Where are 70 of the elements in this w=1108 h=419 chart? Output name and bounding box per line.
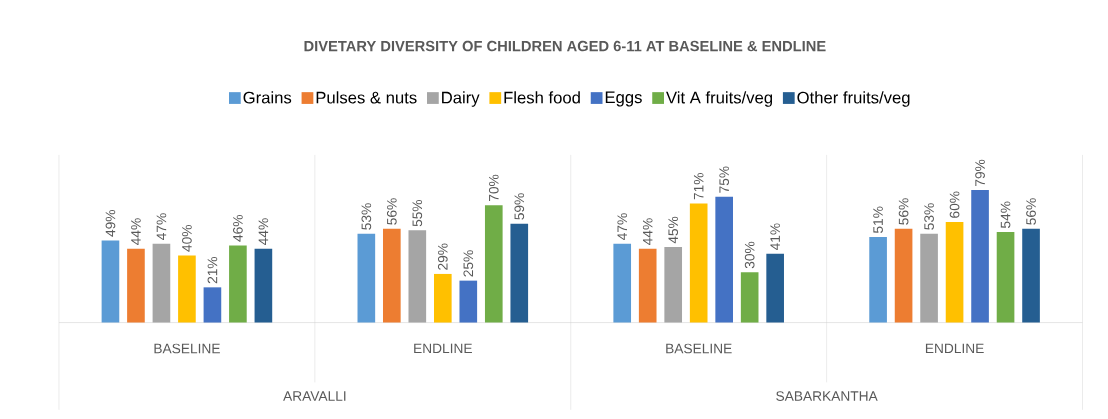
bar (740, 272, 759, 323)
legend-label: Dairy (442, 91, 480, 107)
bar (510, 223, 529, 323)
data-label: 44% (642, 218, 653, 246)
x-tick-label: ENDLINE (925, 343, 984, 354)
bar (101, 240, 120, 323)
bar (484, 205, 503, 323)
data-label: 46% (233, 215, 243, 242)
data-label: 21% (207, 257, 218, 284)
data-label: 41% (770, 223, 780, 251)
legend-label: Other fruits/veg (797, 91, 910, 107)
data-label: 53% (924, 203, 934, 230)
chart-title: DIVETARY DIVERSITY OF CHILDREN AGED 6-11 AT BASELINE & ENDLINE (304, 41, 826, 52)
data-label: 54% (1000, 201, 1011, 229)
bar (433, 274, 452, 323)
bar (1022, 228, 1040, 323)
data-label: 55% (412, 200, 423, 227)
data-label: 51% (873, 206, 883, 234)
data-label: 29% (437, 243, 448, 270)
data-label: 71% (693, 173, 704, 200)
bar (689, 203, 708, 323)
data-label: 30% (744, 242, 755, 269)
legend-label: Grains (243, 91, 292, 104)
bar (638, 248, 657, 323)
data-label: 40% (182, 225, 192, 252)
legend-label: Flesh food (504, 91, 580, 104)
bar (383, 228, 401, 323)
bar (203, 287, 222, 323)
bar (254, 248, 273, 323)
bar (971, 190, 989, 323)
data-label: 56% (386, 198, 397, 225)
bar (715, 197, 733, 323)
bar (178, 255, 196, 323)
data-label: 56% (898, 198, 909, 225)
data-label: 79% (975, 159, 985, 187)
data-label: 60% (949, 191, 960, 218)
data-label: 47% (156, 213, 167, 241)
bar (229, 245, 247, 323)
bar (408, 230, 427, 323)
data-label: 44% (131, 218, 141, 246)
x-tick-label: BASELINE (154, 343, 220, 354)
data-label: 53% (361, 203, 372, 230)
data-label: 47% (617, 213, 628, 241)
data-label: 49% (105, 210, 116, 237)
bar (920, 233, 938, 323)
bar (152, 243, 171, 323)
bar (664, 247, 683, 323)
data-label: 45% (668, 216, 679, 244)
legend-label: Eggs (605, 91, 642, 107)
data-label: 70% (488, 174, 499, 202)
bar (894, 228, 913, 323)
bar (766, 254, 784, 323)
text: SABARKANTHA (776, 391, 878, 402)
bar (945, 222, 964, 323)
bar (613, 243, 632, 323)
data-label: 56% (1026, 198, 1036, 225)
x-tick-label: ENDLINE (414, 343, 472, 354)
bar (459, 280, 478, 323)
x-tick-label: BASELINE (666, 343, 732, 354)
data-label: 44% (258, 218, 269, 246)
data-label: 59% (514, 193, 525, 220)
legend-label: Vit A fruits/veg (666, 91, 773, 107)
text: ARAVALLI (283, 391, 346, 401)
data-label: 75% (719, 166, 730, 193)
bar (127, 248, 145, 323)
data-label: 25% (463, 250, 474, 277)
legend-label: Pulses & nuts (316, 91, 417, 104)
bar (357, 233, 376, 323)
bar (996, 232, 1015, 323)
bar (869, 237, 887, 323)
